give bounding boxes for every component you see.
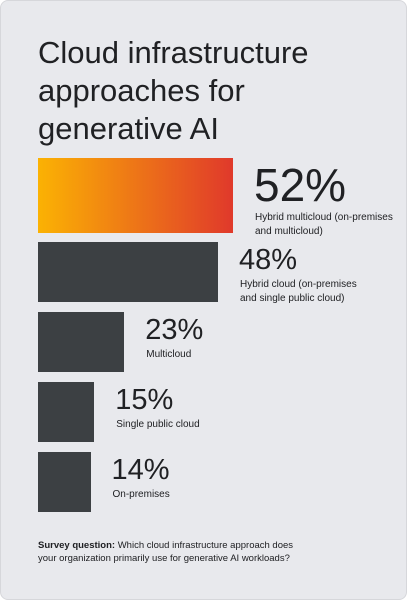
- category-label: Hybrid cloud (on-premises and single pub…: [240, 279, 357, 304]
- chart-title: Cloud infrastructure approaches for gene…: [38, 35, 309, 146]
- category-label: On-premises: [112, 489, 170, 500]
- value-label: 23%: [145, 314, 204, 346]
- note-text: Which cloud infrastructure approach does…: [38, 540, 294, 564]
- value-label: 52%: [254, 159, 347, 211]
- bar: [38, 382, 95, 442]
- category-label: Multicloud: [146, 349, 192, 360]
- bar: [38, 158, 233, 233]
- bar: [38, 242, 218, 302]
- value-label: 48%: [239, 244, 298, 276]
- category-label: Single public cloud: [116, 419, 200, 430]
- footnote: Survey question: Which cloud infrastruct…: [38, 539, 313, 565]
- value-label: 14%: [111, 454, 170, 486]
- bar: [38, 312, 125, 372]
- category-label: Hybrid multicloud (on-premises and multi…: [255, 212, 393, 237]
- value-label: 15%: [115, 384, 174, 416]
- bar: [38, 452, 91, 512]
- note-label: Survey question:: [38, 540, 116, 551]
